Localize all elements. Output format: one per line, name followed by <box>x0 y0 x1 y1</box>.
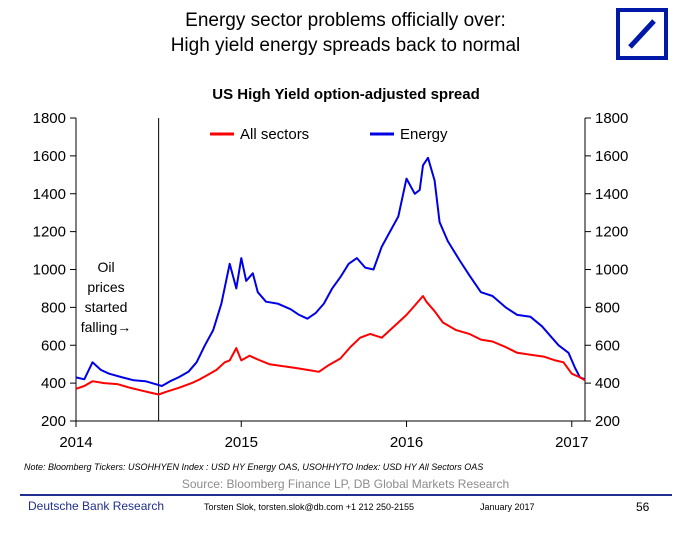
x-tick-label: 2017 <box>555 434 588 451</box>
y-tick-label-right: 200 <box>595 413 620 430</box>
annotation-line: started <box>85 299 128 315</box>
annotation-line: prices <box>87 279 124 295</box>
footer-brand: Deutsche Bank Research <box>28 499 165 513</box>
y-tick-label-left: 1200 <box>33 224 66 241</box>
chart-source: Source: Bloomberg Finance LP, DB Global … <box>181 477 510 491</box>
y-tick-label-right: 1400 <box>595 186 628 203</box>
x-tick-label: 2015 <box>225 434 258 451</box>
y-tick-label-left: 600 <box>41 337 66 354</box>
y-tick-label-right: 800 <box>595 299 620 316</box>
y-tick-label-right: 1600 <box>595 148 628 165</box>
y-tick-label-left: 1800 <box>33 110 66 127</box>
y-tick-label-left: 1400 <box>33 186 66 203</box>
x-tick-label: 2014 <box>59 434 92 451</box>
y-tick-label-right: 600 <box>595 337 620 354</box>
footer-date: January 2017 <box>480 502 535 512</box>
x-tick-label: 2016 <box>390 434 423 451</box>
footer-divider <box>20 494 672 496</box>
chart-title: US High Yield option-adjusted spread <box>212 86 480 103</box>
y-tick-label-left: 1600 <box>33 148 66 165</box>
page-number: 56 <box>636 500 650 514</box>
header-line-1: Energy sector problems officially over: <box>185 10 506 31</box>
chart-note: Note: Bloomberg Tickers: USOHHYEN Index … <box>24 462 484 472</box>
series-line-energy <box>75 156 586 387</box>
y-tick-label-right: 1000 <box>595 262 628 279</box>
y-tick-label-left: 200 <box>41 413 66 430</box>
legend-label: Energy <box>400 126 448 143</box>
deutsche-bank-logo <box>616 8 668 60</box>
y-tick-label-right: 1800 <box>595 110 628 127</box>
y-tick-label-left: 800 <box>41 299 66 316</box>
legend-label: All sectors <box>240 126 309 143</box>
annotation-line: falling→ <box>81 319 132 335</box>
header-line-2: High yield energy spreads back to normal <box>170 35 521 56</box>
series-line-all-sectors <box>75 295 586 396</box>
slide-header: Energy sector problems officially over: … <box>0 8 691 58</box>
y-tick-label-right: 400 <box>595 375 620 392</box>
y-tick-label-left: 1000 <box>33 262 66 279</box>
annotation-line: Oil <box>97 259 114 275</box>
y-tick-label-left: 400 <box>41 375 66 392</box>
footer-contact: Torsten Slok, torsten.slok@db.com +1 212… <box>204 502 415 512</box>
y-tick-label-right: 1200 <box>595 224 628 241</box>
